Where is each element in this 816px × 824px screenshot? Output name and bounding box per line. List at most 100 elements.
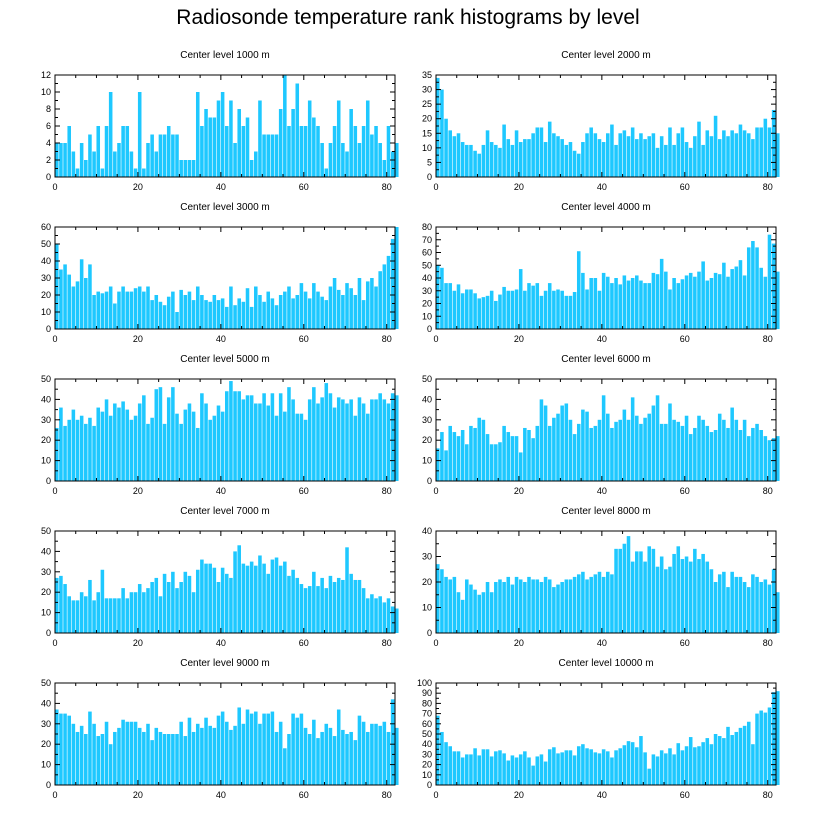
histogram-bar xyxy=(489,290,494,329)
histogram-bar xyxy=(518,579,523,633)
histogram-bar xyxy=(552,587,556,633)
histogram-bar xyxy=(547,749,552,785)
histogram-bar xyxy=(382,160,387,177)
histogram-bar xyxy=(142,291,146,329)
histogram-bar xyxy=(626,741,631,785)
histogram-bar xyxy=(179,721,183,785)
histogram-bar xyxy=(659,258,664,330)
histogram-bar xyxy=(647,413,652,481)
histogram-bar xyxy=(312,283,316,329)
histogram-bar xyxy=(179,582,183,633)
histogram-bar xyxy=(249,395,254,481)
y-tick-label: 60 xyxy=(422,248,432,258)
histogram-bar xyxy=(361,721,366,785)
x-tick-label: 20 xyxy=(133,334,143,344)
histogram-bar xyxy=(374,399,378,481)
histogram-bar xyxy=(345,734,349,785)
y-tick-label: 50 xyxy=(422,260,432,270)
x-tick-label: 60 xyxy=(680,486,690,496)
histogram-bar xyxy=(324,383,329,481)
histogram-bar xyxy=(208,117,212,177)
histogram-bar xyxy=(166,397,171,481)
histogram-bar xyxy=(622,130,627,177)
histogram-bar xyxy=(444,450,448,481)
histogram-bar xyxy=(117,291,121,329)
histogram-bar xyxy=(378,271,382,329)
histogram-bar xyxy=(96,592,101,633)
histogram-bar xyxy=(456,436,461,481)
histogram-bar xyxy=(759,267,763,329)
histogram-bar xyxy=(229,577,233,633)
y-tick-label: 30 xyxy=(41,719,51,729)
histogram-bar xyxy=(341,143,345,177)
histogram-bar xyxy=(345,403,349,481)
histogram-bar xyxy=(697,121,701,177)
histogram-bar xyxy=(100,411,105,481)
histogram-bar xyxy=(96,126,101,177)
histogram-bar xyxy=(195,92,200,177)
histogram-bar xyxy=(581,272,585,329)
histogram-bar xyxy=(191,300,196,329)
y-tick-label: 10 xyxy=(422,143,432,153)
histogram-bar xyxy=(113,403,117,481)
histogram-bar xyxy=(291,399,295,481)
histogram-bar xyxy=(610,574,614,633)
histogram-bar xyxy=(460,430,465,481)
histogram-bar xyxy=(593,425,598,481)
histogram-bar xyxy=(705,561,710,633)
histogram-bar xyxy=(55,427,59,481)
histogram-bar xyxy=(568,295,573,329)
histogram-bar xyxy=(477,594,482,633)
histogram-bar xyxy=(726,276,730,329)
histogram-bar xyxy=(713,430,718,481)
y-tick-label: 50 xyxy=(41,678,51,688)
histogram-bar xyxy=(365,281,370,329)
histogram-bar xyxy=(84,278,88,329)
histogram-bar xyxy=(655,147,660,177)
histogram-bar xyxy=(722,571,726,633)
y-tick-label: 30 xyxy=(422,552,432,562)
histogram-bar xyxy=(601,576,606,633)
histogram-bar xyxy=(262,134,266,177)
histogram-bar xyxy=(514,289,519,329)
histogram-bar xyxy=(440,432,444,481)
x-tick-label: 0 xyxy=(433,638,438,648)
histogram-bar xyxy=(668,566,672,633)
histogram-bar xyxy=(746,587,751,633)
histogram-bar xyxy=(688,434,693,481)
histogram-bar xyxy=(67,596,71,633)
histogram-bar xyxy=(510,290,515,329)
histogram-bar xyxy=(88,264,92,329)
histogram-bar xyxy=(386,731,391,785)
histogram-bar xyxy=(262,301,266,329)
histogram-bar xyxy=(535,579,540,633)
y-tick-label: 30 xyxy=(41,567,51,577)
histogram-bar xyxy=(746,436,751,481)
histogram-bar xyxy=(332,736,337,785)
histogram-bar xyxy=(523,139,527,177)
y-tick-label: 80 xyxy=(422,698,432,708)
histogram-bar xyxy=(137,403,142,481)
y-tick-label: 40 xyxy=(41,256,51,266)
histogram-bar xyxy=(96,291,101,329)
y-tick-label: 0 xyxy=(427,476,432,486)
histogram-bar xyxy=(568,419,573,481)
histogram-bar xyxy=(776,271,780,330)
histogram-bar xyxy=(568,750,573,785)
histogram-bar xyxy=(349,399,353,481)
histogram-bar xyxy=(104,126,109,177)
histogram-bar xyxy=(776,691,780,785)
histogram-bar xyxy=(610,124,614,177)
histogram-bar xyxy=(146,143,150,177)
histogram-bar xyxy=(216,582,221,633)
histogram-bar xyxy=(494,300,498,329)
panel-title: Center level 8000 m xyxy=(561,506,651,517)
histogram-bar xyxy=(125,721,130,785)
histogram-bar xyxy=(510,436,515,481)
histogram-bar xyxy=(278,295,283,329)
x-tick-label: 80 xyxy=(382,790,392,800)
histogram-bar xyxy=(742,275,747,329)
histogram-bar xyxy=(643,139,647,177)
histogram-bar xyxy=(71,600,76,633)
